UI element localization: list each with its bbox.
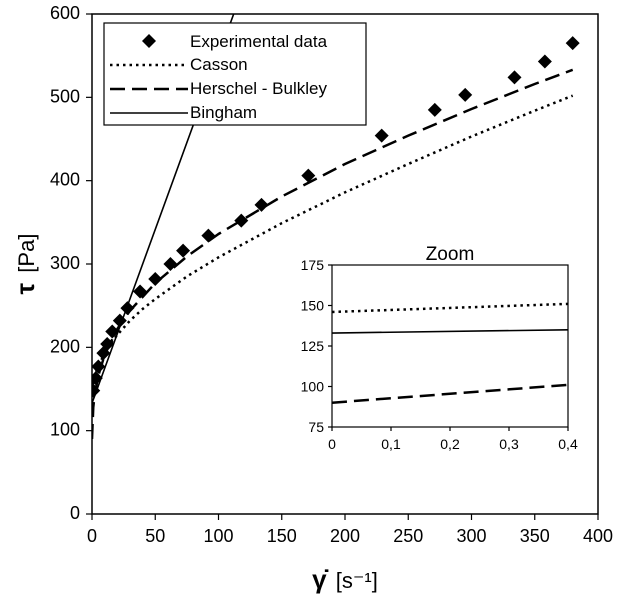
main-x-tick-label: 350 [520,526,550,546]
inset-y-tick-label: 175 [301,257,325,273]
main-data-point-experimental-data [537,54,552,69]
main-y-tick-label: 600 [50,3,80,23]
main-data-point-experimental-data [148,272,163,286]
y-axis-symbol: τ [10,282,40,294]
x-axis-unit: [s⁻¹] [336,568,378,593]
main-data-point-experimental-data [234,213,249,228]
main-y-tick-label: 0 [70,503,80,523]
main-data-point-experimental-data [133,284,148,299]
main-y-tick-label: 400 [50,170,80,190]
inset-x-tick-label: 0 [328,436,336,452]
legend-marker-experimental-data [142,34,156,48]
main-data-point-experimental-data [458,87,473,102]
main-x-tick-label: 300 [456,526,486,546]
inset-plot-area [331,264,569,428]
main-x-tick-label: 100 [203,526,233,546]
inset-y-tick-label: 125 [301,338,325,354]
x-axis-symbol: γ̇ [312,564,328,594]
y-axis-unit: [Pa] [14,234,39,273]
main-x-tick-label: 150 [267,526,297,546]
main-x-tick-label: 50 [145,526,165,546]
main-data-point-experimental-data [176,243,191,258]
inset-x-tick-label: 0,1 [381,436,401,452]
main-x-tick-label: 250 [393,526,423,546]
main-data-point-experimental-data [163,257,178,271]
main-data-point-experimental-data [507,70,522,85]
main-data-point-experimental-data [301,168,316,183]
main-y-tick-label: 100 [50,420,80,440]
main-y-tick-label: 500 [50,86,80,106]
legend-label-bingham: Bingham [190,103,257,122]
main-x-tick-label: 400 [583,526,613,546]
main-data-point-experimental-data [254,197,269,212]
inset-x-tick-label: 0,3 [499,436,519,452]
inset-y-tick-label: 75 [308,419,324,435]
inset-y-tick-label: 100 [301,379,325,395]
legend-label-casson: Casson [190,55,248,74]
inset-y-tick-label: 150 [301,298,325,314]
main-data-point-experimental-data [427,102,442,117]
inset-series-line-casson [332,302,568,314]
inset-x-tick-label: 0,4 [558,436,578,452]
main-data-point-experimental-data [92,371,103,386]
inset-zoom: Zoom 0 0,1 0,2 0,3 0,4 75 100 125 150 175 [301,244,578,452]
legend: Experimental data Casson Herschel - Bulk… [103,22,367,126]
legend-label-herschel-bulkley: Herschel - Bulkley [190,79,327,98]
main-data-point-experimental-data [565,36,580,51]
inset-series-line-herschel-bulkley [332,383,568,404]
main-data-point-experimental-data [92,383,101,398]
legend-label-experimental-data: Experimental data [190,32,328,51]
main-data-point-experimental-data [92,359,106,374]
x-axis-title: γ̇ [s⁻¹] [312,564,378,594]
inset-x-tick-label: 0,2 [440,436,460,452]
inset-title: Zoom [426,244,475,265]
main-series-line-herschel-bulkley [92,68,574,440]
inset-series-line-bingham [332,329,568,334]
main-x-tick-label: 200 [330,526,360,546]
main-data-point-experimental-data [112,313,127,328]
main-x-tick-label: 0 [87,526,97,546]
main-data-point-experimental-data [374,128,389,143]
main-data-point-experimental-data [100,337,115,351]
main-data-point-experimental-data [201,228,216,243]
main-data-point-experimental-data [120,301,135,316]
main-y-tick-label: 300 [50,253,80,273]
main-y-tick-label: 200 [50,336,80,356]
y-axis-title: τ [Pa] [10,234,40,295]
main-data-point-experimental-data [105,324,120,339]
